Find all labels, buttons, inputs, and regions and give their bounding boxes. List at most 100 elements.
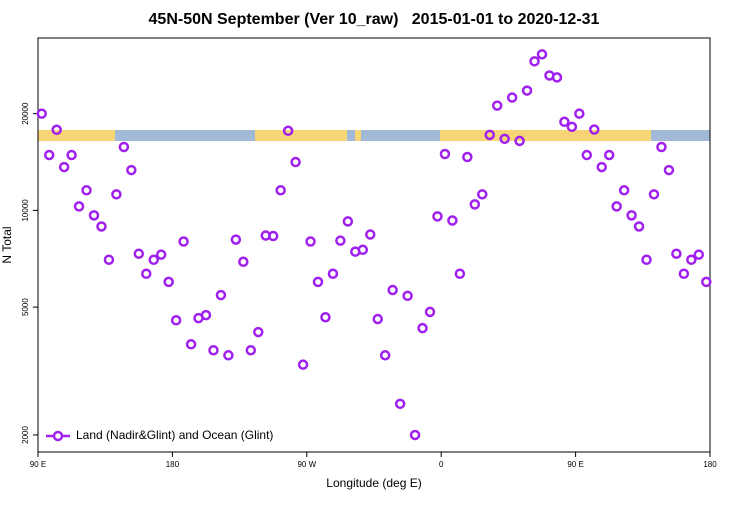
data-point <box>327 268 339 280</box>
data-point <box>596 161 607 173</box>
data-point <box>43 149 55 161</box>
x-tick-label: 180 <box>703 460 717 469</box>
data-point <box>342 216 354 227</box>
data-point <box>574 108 585 119</box>
data-point <box>454 268 466 280</box>
data-point <box>566 121 578 133</box>
data-point <box>678 268 690 280</box>
data-point <box>103 254 115 266</box>
data-point <box>275 185 286 196</box>
data-point <box>648 189 660 200</box>
data-point <box>462 151 473 163</box>
data-point <box>521 85 533 96</box>
data-point <box>223 350 234 361</box>
data-point <box>551 72 563 83</box>
data-point <box>589 124 600 135</box>
data-point <box>402 290 413 302</box>
legend-marker <box>52 430 64 442</box>
data-point <box>693 249 705 260</box>
data-point <box>282 125 294 137</box>
data-point <box>141 268 152 280</box>
data-point <box>155 249 167 260</box>
data-point <box>484 129 495 141</box>
data-point <box>394 398 406 410</box>
plot-frame <box>37 37 711 453</box>
chart-title: 45N-50N September (Ver 10_raw) 2015-01-0… <box>149 11 600 28</box>
data-point <box>320 311 331 323</box>
x-tick-label: 0 <box>439 460 444 469</box>
data-point <box>133 248 145 259</box>
data-point <box>290 156 301 168</box>
data-point <box>96 221 107 232</box>
data-point <box>529 56 540 67</box>
data-point <box>686 254 697 266</box>
data-point <box>230 234 242 245</box>
data-point <box>536 49 548 60</box>
data-point <box>424 306 436 318</box>
data-point <box>238 256 249 268</box>
data-point <box>506 92 518 103</box>
data-point <box>491 100 503 111</box>
data-point <box>663 164 675 176</box>
data-point <box>81 185 92 196</box>
y-tick-label: 10000 <box>21 199 30 222</box>
data-point <box>559 116 570 128</box>
data-point <box>215 289 227 301</box>
x-tick-label: 90 W <box>297 460 316 469</box>
data-point <box>417 322 428 334</box>
data-point <box>58 161 70 173</box>
y-tick-label: 5000 <box>21 298 30 316</box>
data-point <box>469 199 481 210</box>
data-point <box>656 141 667 153</box>
data-point <box>372 313 383 325</box>
data-point <box>163 276 174 288</box>
data-point <box>305 236 316 247</box>
data-point <box>603 149 615 161</box>
legend-label: Land (Nadir&Glint) and Ocean (Glint) <box>76 428 273 442</box>
data-point <box>379 350 391 361</box>
x-tick-label: 90 E <box>567 460 583 469</box>
data-point <box>633 221 645 232</box>
data-point <box>178 236 189 247</box>
data-point <box>671 248 682 259</box>
data-point <box>88 210 100 221</box>
data-point <box>477 189 488 200</box>
y-tick-label: 20000 <box>21 102 30 125</box>
x-axis-label: Longitude (deg E) <box>326 476 421 490</box>
data-point <box>148 254 159 266</box>
data-point <box>185 339 197 350</box>
data-point <box>439 148 451 160</box>
data-point <box>365 229 376 240</box>
data-point <box>111 189 122 200</box>
data-point <box>118 141 130 153</box>
data-point <box>581 149 593 161</box>
data-point <box>208 345 219 356</box>
data-point <box>499 133 510 145</box>
data-point <box>701 276 712 288</box>
land-ocean-strip <box>38 130 710 141</box>
x-tick-label: 90 E <box>30 460 46 469</box>
data-point <box>73 201 85 212</box>
data-point <box>626 210 637 221</box>
data-point <box>66 149 77 161</box>
data-point <box>51 124 62 136</box>
data-point <box>126 164 137 176</box>
data-point <box>357 244 369 256</box>
data-point <box>641 254 652 266</box>
data-point <box>387 284 398 296</box>
data-point <box>335 235 346 246</box>
data-point <box>200 309 212 321</box>
data-point <box>432 211 443 222</box>
data-point <box>267 230 279 242</box>
y-tick-label: 2000 <box>21 426 30 444</box>
data-point <box>409 429 421 441</box>
data-point <box>245 345 257 356</box>
data-point <box>611 201 622 212</box>
data-point <box>170 315 182 326</box>
y-axis-label: N Total <box>0 226 14 263</box>
x-tick-label: 180 <box>166 460 180 469</box>
data-point <box>618 185 630 196</box>
data-point <box>297 359 309 370</box>
data-point <box>514 135 525 147</box>
